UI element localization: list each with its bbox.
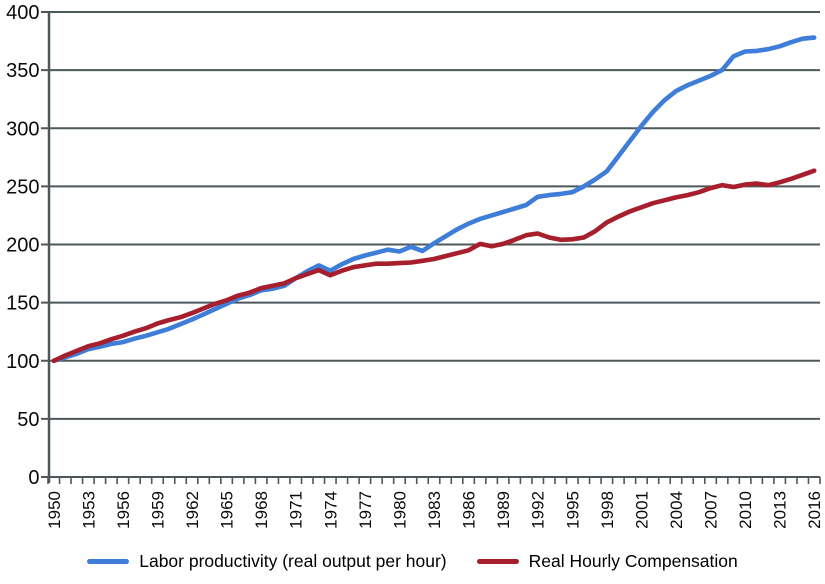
svg-text:1974: 1974 xyxy=(321,491,340,529)
chart-legend: Labor productivity (real output per hour… xyxy=(0,551,825,572)
svg-text:2013: 2013 xyxy=(771,491,790,529)
svg-text:1965: 1965 xyxy=(218,491,237,529)
compensation-line xyxy=(51,168,817,364)
svg-text:1962: 1962 xyxy=(183,491,202,529)
svg-text:50: 50 xyxy=(17,409,39,431)
legend-item-compensation: Real Hourly Compensation xyxy=(476,551,738,572)
compensation-line-swatch xyxy=(476,559,519,564)
svg-text:1968: 1968 xyxy=(252,491,271,529)
svg-text:1986: 1986 xyxy=(460,491,479,529)
svg-text:1992: 1992 xyxy=(529,491,548,529)
compensation-legend-label: Real Hourly Compensation xyxy=(528,551,738,571)
svg-text:250: 250 xyxy=(6,176,39,198)
svg-text:1950: 1950 xyxy=(45,491,64,529)
svg-text:1998: 1998 xyxy=(598,491,617,529)
svg-text:350: 350 xyxy=(6,60,39,82)
productivity-legend-label: Labor productivity (real output per hour… xyxy=(139,551,447,571)
svg-text:150: 150 xyxy=(6,293,39,315)
svg-text:400: 400 xyxy=(6,2,39,24)
productivity-line-swatch xyxy=(87,559,130,564)
svg-text:1983: 1983 xyxy=(425,491,444,529)
svg-text:1956: 1956 xyxy=(114,491,133,529)
svg-text:100: 100 xyxy=(6,351,39,373)
y-axis-labels: 0 50 100 150 200 250 300 350 400 xyxy=(6,2,39,489)
svg-text:200: 200 xyxy=(6,235,39,257)
svg-text:2001: 2001 xyxy=(632,491,651,529)
legend-item-productivity: Labor productivity (real output per hour… xyxy=(87,551,447,572)
svg-text:2016: 2016 xyxy=(805,491,824,529)
svg-text:300: 300 xyxy=(6,118,39,140)
svg-text:0: 0 xyxy=(28,467,39,489)
svg-text:2004: 2004 xyxy=(667,491,686,529)
svg-text:2010: 2010 xyxy=(736,491,755,529)
y-ticks xyxy=(41,11,48,478)
svg-text:1959: 1959 xyxy=(148,491,167,529)
svg-text:2007: 2007 xyxy=(702,491,721,529)
svg-text:1989: 1989 xyxy=(494,491,513,529)
productivity-line xyxy=(51,35,817,364)
svg-text:1995: 1995 xyxy=(563,491,582,529)
svg-text:1980: 1980 xyxy=(390,491,409,529)
svg-text:1977: 1977 xyxy=(356,491,375,529)
svg-text:1953: 1953 xyxy=(79,491,98,529)
x-ticks xyxy=(47,477,821,484)
svg-text:1971: 1971 xyxy=(287,491,306,529)
x-axis-labels: 1950 1953 1956 1959 1962 1965 1968 1971 1974 1977… xyxy=(45,491,824,529)
